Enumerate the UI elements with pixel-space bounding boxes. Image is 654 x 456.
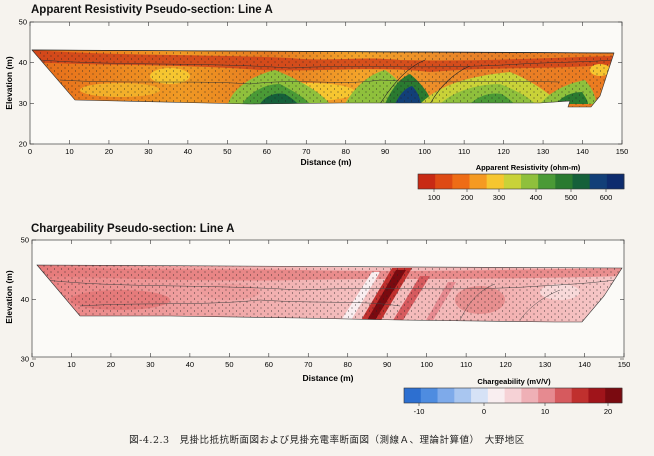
y-tick-label: 50 [19,18,27,27]
colorbar-label: 200 [461,193,474,202]
colorbar-label: 100 [428,193,441,202]
x-tick-label: 80 [344,360,352,369]
y-tick-label: 40 [19,58,27,67]
x-tick-label: 90 [383,360,391,369]
colorbar-swatch [437,388,455,403]
colorbar-label: 300 [493,193,506,202]
x-tick-label: 100 [418,147,431,156]
colorbar-swatch [555,174,573,189]
chart-2-ylabel: Elevation (m) [4,270,14,324]
y-tick-label: 30 [19,99,27,108]
x-tick-label: 90 [381,147,389,156]
colorbar-label: 0 [482,407,486,416]
colorbar-swatch [589,174,608,189]
x-tick-label: 110 [460,360,472,369]
x-tick-label: 150 [618,360,631,369]
y-tick-label: 40 [21,295,29,304]
colorbar-swatch [538,174,556,189]
colorbar-swatch [486,174,505,189]
x-tick-label: 20 [105,147,113,156]
x-tick-label: 140 [578,360,591,369]
x-tick-label: 40 [184,147,192,156]
colorbar-swatch [469,174,488,189]
figure-caption: 図-4.2.3 見掛比抵抗断面図および見掛充電率断面図（測線Ａ、理論計算値） 大… [129,435,525,446]
x-tick-label: 10 [67,360,75,369]
chart-1-plot: 0 10 20 30 40 50 60 70 80 90 100 110 120 130 140 150 20 3… [19,18,629,157]
x-tick-label: 80 [342,147,350,156]
colorbar-2: -10 0 10 20 [403,387,623,416]
x-tick-label: 140 [576,147,589,156]
x-tick-label: 70 [304,360,312,369]
chart-2-title: Chargeability Pseudo-section: Line A [31,223,235,235]
colorbar-swatch [471,388,489,403]
colorbar-label: 20 [604,407,612,416]
colorbar-swatch [452,174,470,189]
y-tick-label: 30 [21,355,29,364]
x-tick-label: 120 [499,360,512,369]
colorbar-label: 400 [530,193,543,202]
colorbar-swatch [521,388,539,403]
chart-2-plot: 0 10 20 30 40 50 60 70 80 90 100 110 120 130 140 150 30 4… [21,236,631,370]
x-tick-label: 70 [302,147,310,156]
colorbar-swatch [605,388,623,403]
x-tick-label: 50 [223,147,231,156]
colorbar-border [403,387,623,404]
x-tick-label: 0 [30,360,34,369]
x-tick-label: 50 [225,360,233,369]
y-tick-label: 20 [19,140,27,149]
chart-2-xlabel: Distance (m) [302,373,353,383]
x-tick-label: 100 [420,360,433,369]
chart-1-ylabel: Elevation (m) [4,56,14,110]
colorbar-swatch [588,388,606,403]
colorbar-label: 10 [541,407,549,416]
colorbar-label: 600 [600,193,613,202]
colorbar-swatch [404,388,422,403]
x-tick-label: 10 [65,147,73,156]
colorbar-swatch [554,388,573,403]
colorbar-swatch [503,174,522,189]
colorbar-border [417,173,625,190]
colorbar-swatch [572,174,591,189]
x-tick-label: 120 [497,147,510,156]
colorbar-swatch [420,388,438,403]
colorbar-swatch [454,388,472,403]
chart-1-title: Apparent Resistivity Pseudo-section: Lin… [31,4,273,16]
colorbar-1: 100 200 300 400 500 600 [417,173,625,202]
x-tick-label: 30 [144,147,152,156]
colorbar-label: -10 [414,407,425,416]
x-tick-label: 150 [616,147,629,156]
x-tick-label: 20 [107,360,115,369]
x-tick-label: 130 [539,360,552,369]
colorbar-swatch [418,174,436,189]
colorbar-label: 500 [565,193,578,202]
colorbar-swatch [487,388,506,403]
x-tick-label: 40 [186,360,194,369]
y-tick-label: 50 [21,236,29,245]
chart-1-xlabel: Distance (m) [300,157,351,167]
colorbar-2-title: Chargeability (mV/V) [477,377,551,386]
colorbar-swatch [538,388,556,403]
colorbar-swatch [504,388,522,403]
x-tick-label: 110 [458,147,470,156]
colorbar-swatch [521,174,539,189]
x-tick-label: 130 [537,147,550,156]
x-tick-label: 30 [146,360,154,369]
x-tick-label: 60 [265,360,273,369]
x-tick-label: 0 [28,147,32,156]
colorbar-1-title: Apparent Resistivity (ohm-m) [476,163,581,172]
colorbar-swatch [571,388,589,403]
colorbar-swatch [435,174,453,189]
colorbar-swatch [606,174,625,189]
x-tick-label: 60 [263,147,271,156]
